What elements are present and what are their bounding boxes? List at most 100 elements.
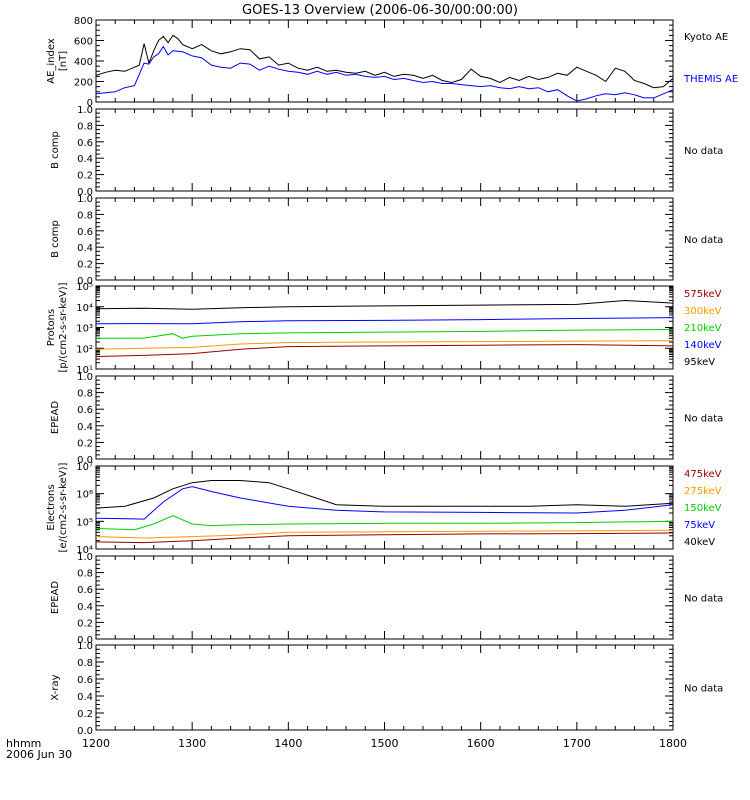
series-line-40kev — [95, 480, 674, 509]
y-tick-label: 0.2 — [77, 709, 93, 720]
legend-kyoto-ae: Kyoto AE — [684, 32, 728, 43]
y-axis-label: [nT] — [58, 51, 69, 71]
panels-group: 0 200 400 600 800 AE_index [nT] Kyoto AE THEMIS … — [46, 16, 738, 737]
y-tick-label: 0.6 — [77, 675, 93, 686]
y-axis-label: [e/(cm2-s-sr-keV)] — [58, 462, 69, 552]
y-tick-label: 0.8 — [77, 121, 93, 132]
y-tick-label: 0.8 — [77, 569, 93, 580]
y-tick-label: 0.6 — [77, 405, 93, 416]
x-tick-label: 1300 — [178, 737, 206, 750]
y-tick-label: 10⁵ — [76, 517, 93, 528]
panel-epead1: 0.0 0.2 0.4 0.6 0.8 1.0 EPEAD No data — [50, 372, 723, 466]
y-tick-label: 0.2 — [77, 171, 93, 182]
y-tick-label: 0.4 — [77, 154, 93, 165]
panel-ae: 0 200 400 600 800 AE_index [nT] Kyoto AE THEMIS … — [46, 16, 738, 109]
panel-frame — [95, 19, 674, 103]
y-axis-label: EPEAD — [50, 401, 61, 435]
x-tick-label: 1500 — [371, 737, 399, 750]
y-tick-label: 400 — [74, 57, 93, 68]
series-line-475kev — [95, 532, 674, 544]
y-tick-label: 0.2 — [77, 260, 93, 271]
series-line-kyoto-ae — [95, 34, 674, 89]
legend-themis-ae: THEMIS AE — [683, 74, 738, 85]
y-tick-label: 10³ — [76, 324, 93, 335]
legend-75keV: 75keV — [684, 520, 715, 531]
series-line-themis-ae — [95, 45, 674, 102]
y-tick-label: 0.2 — [77, 438, 93, 449]
no-data-label: No data — [684, 594, 723, 605]
no-data-label: No data — [684, 146, 723, 157]
x-tick-label: 1600 — [467, 737, 495, 750]
y-tick-label: 10¹ — [76, 365, 93, 376]
plot-title: GOES-13 Overview (2006-06-30/00:00:00) — [242, 3, 518, 18]
y-tick-label: 1.0 — [77, 105, 93, 116]
y-tick-label: 0.0 — [77, 187, 93, 198]
y-tick-label: 0.4 — [77, 243, 93, 254]
y-tick-label: 0.8 — [77, 658, 93, 669]
panel-epead2: 0.0 0.2 0.4 0.6 0.8 1.0 EPEAD No data — [50, 552, 723, 646]
series-line-150kev — [95, 515, 674, 531]
y-tick-label: 10⁶ — [76, 490, 93, 501]
time-axis-label-date: 2006 Jun 30 — [6, 748, 72, 761]
panel-bcomp1: 0.0 0.2 0.4 0.6 0.8 1.0 B comp No data — [50, 105, 723, 198]
y-axis-label: X-ray — [50, 674, 61, 700]
time-axis-label-hhmm: hhmm — [6, 737, 41, 750]
x-tick-label: 1700 — [563, 737, 591, 750]
panel-xray: 0.0 0.2 0.4 0.6 0.8 1.0 X-ray No data — [50, 641, 723, 737]
legend-575keV: 575keV — [684, 289, 722, 300]
y-tick-label: 0.4 — [77, 422, 93, 433]
legend-95keV: 95keV — [684, 357, 715, 368]
y-tick-label: 200 — [74, 78, 93, 89]
y-tick-label: 10⁴ — [76, 303, 93, 314]
y-tick-label: 1.0 — [77, 552, 93, 563]
no-data-label: No data — [684, 235, 723, 246]
legend-150keV: 150keV — [684, 503, 722, 514]
panel-frame — [95, 197, 674, 281]
y-tick-label: 0.4 — [77, 692, 93, 703]
y-tick-label: 0.0 — [77, 276, 93, 287]
panel-bcomp2: 0.0 0.2 0.4 0.6 0.8 1.0 B comp No data — [50, 194, 723, 287]
y-tick-label: 800 — [74, 16, 93, 27]
panel-electrons: 10⁴ 10⁵ 10⁶ 10⁷ Electrons [e/(cm2-s-sr-keV)] 4… — [46, 462, 722, 556]
y-tick-label: 600 — [74, 37, 93, 48]
y-tick-label: 0.0 — [77, 635, 93, 646]
y-tick-label: 0.0 — [77, 455, 93, 466]
x-tick-label: 1400 — [274, 737, 302, 750]
y-tick-label: 10⁷ — [76, 462, 93, 473]
time-axis: 1200 1300 1400 1500 1600 1700 1800 — [82, 737, 687, 750]
x-tick-label: 1800 — [659, 737, 687, 750]
series-line-95kev — [95, 299, 674, 310]
y-tick-label: 1.0 — [77, 194, 93, 205]
y-axis-label: B comp — [50, 220, 61, 258]
y-tick-label: 1.0 — [77, 641, 93, 652]
y-tick-label: 0.8 — [77, 389, 93, 400]
y-tick-label: 10² — [76, 344, 93, 355]
panel-frame — [95, 375, 674, 460]
y-tick-label: 0.6 — [77, 138, 93, 149]
series-line-275kev — [95, 529, 674, 539]
panel-frame — [95, 285, 674, 370]
series-line-575kev — [95, 344, 674, 357]
panel-protons: 10¹ 10² 10³ 10⁴ 10⁵ Protons [p/(cm2-s-sr-keV)]… — [46, 282, 722, 376]
x-tick-label: 1200 — [82, 737, 110, 750]
y-tick-label: 10⁴ — [76, 545, 93, 556]
panel-frame — [95, 108, 674, 192]
legend-210keV: 210keV — [684, 323, 722, 334]
legend-140keV: 140keV — [684, 340, 722, 351]
series-line-210kev — [95, 329, 674, 339]
panel-frame — [95, 644, 674, 731]
series-line-300kev — [95, 340, 674, 350]
y-tick-label: 0.6 — [77, 585, 93, 596]
y-tick-label: 0.8 — [77, 210, 93, 221]
y-axis-label: B comp — [50, 131, 61, 169]
legend-275keV: 275keV — [684, 486, 722, 497]
y-tick-label: 0.6 — [77, 227, 93, 238]
y-tick-label: 0 — [87, 98, 93, 109]
y-axis-label: [p/(cm2-s-sr-keV)] — [58, 282, 69, 372]
y-tick-label: 10⁵ — [76, 282, 93, 293]
y-axis-label: Protons — [46, 309, 57, 346]
legend-300keV: 300keV — [684, 306, 722, 317]
series-line-140kev — [95, 317, 674, 325]
legend-475keV: 475keV — [684, 469, 722, 480]
